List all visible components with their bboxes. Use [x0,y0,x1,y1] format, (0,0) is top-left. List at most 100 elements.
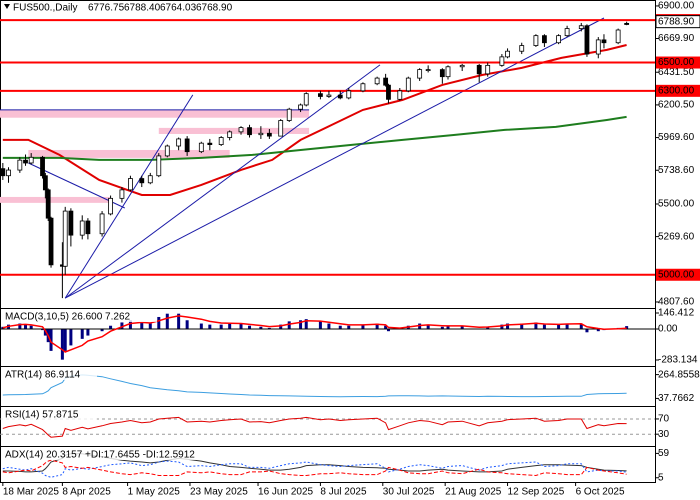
level-label: 6500.00 [658,57,695,68]
macd-bar [299,320,303,330]
macd-bar [327,323,331,330]
macd-bar [375,323,379,330]
panel-title-bg [1,408,97,420]
macd-bar [267,327,271,330]
indicator-line [2,460,627,478]
macd-bar [347,325,351,330]
y-tick-label: 0.00 [658,324,678,335]
candle-body [476,64,482,75]
macd-bar [460,325,464,330]
y-tick-label: -283.134 [658,355,698,366]
macd-bar [63,329,67,351]
candle-body [386,84,391,100]
macd-bar [199,323,203,330]
macd-bar [520,323,524,330]
zone [158,127,310,134]
x-tick-label: 30 Jul 2025 [383,487,435,498]
candle-body [499,56,505,66]
zone [0,109,310,118]
macd-bar [18,323,22,330]
macd-bar [440,326,444,330]
candle-body [147,175,153,184]
candle-body [176,138,182,147]
candle-body [505,50,510,58]
candle-body [584,25,590,55]
ohlc-label: 6764.03 [160,3,197,14]
candle-body [198,142,204,153]
ohlc-label: 6788.40 [124,3,161,14]
candle-body [360,83,366,92]
y-tick-label: 30 [658,429,670,440]
macd-bar [384,325,388,330]
macd-bar [500,324,504,330]
macd-bar [565,323,569,330]
macd-bar [148,323,152,330]
macd-bar [318,321,322,330]
candle-body [23,159,28,164]
y-tick-label: 59 [658,448,670,459]
macd-bar [446,325,450,330]
y-tick-label: 4807.60 [658,297,695,308]
macd-bar [86,329,90,336]
candle-body [326,94,332,97]
candle-body [42,175,48,191]
candle-body [164,145,170,157]
candle-body [79,220,85,236]
y-tick-label: 37.7662 [658,393,695,404]
zone [28,149,230,158]
candle-body [278,120,284,137]
indicator-line [2,459,627,477]
macd-bar [140,322,144,330]
macd-bar [109,325,113,330]
x-tick-label: 8 Jul 2025 [320,487,367,498]
macd-bar [625,326,629,330]
candle-body [445,66,451,78]
header-bg [1,1,231,14]
candle-body [0,168,6,177]
panel-title-bg [1,310,157,322]
candle-body [68,210,74,236]
moving-average [2,115,627,161]
macd-bar [239,323,243,330]
candle-body [40,156,45,177]
y-tick-label: 6431.50 [658,67,695,78]
macd-bar [228,323,232,330]
y-tick-label: 264.8558 [658,369,700,380]
candle-body [139,178,145,184]
y-tick-label: 6669.90 [658,33,695,44]
candle-body [346,90,352,99]
macd-bar [157,316,161,330]
macd-bar [120,322,124,330]
candle-body [485,64,491,75]
level-label: 6300.00 [658,85,695,96]
panel-title: RSI(14) 57.8715 [5,410,79,421]
candle-body [108,197,113,215]
macd-bar [279,324,283,330]
header-icon [4,4,10,9]
candle-body [374,77,380,85]
macd-bar [165,313,169,330]
candle-body [62,210,68,267]
macd-bar [177,313,181,330]
x-tick-label: 23 May 2025 [190,487,248,498]
y-tick-label: 5 [658,472,664,483]
candle-body [542,35,547,44]
candle-body [17,159,23,171]
indicator-line [2,416,627,438]
y-tick-label: 5969.60 [658,132,695,143]
x-tick-label: 18 Mar 2025 [3,487,60,498]
x-tick-label: 16 Jun 2025 [258,487,313,498]
level-label: 5000.00 [658,269,695,280]
candle-body [119,189,125,199]
candle-body [425,69,431,72]
candle-body [184,138,190,153]
x-tick-label: 21 Aug 2025 [445,487,502,498]
macd-bar [80,329,84,339]
macd-bar [49,329,53,351]
level-tag [656,84,700,97]
y-tick-label: 5269.60 [658,231,695,242]
panel-title: ADX(14) 20.3157 +DI:17.6455 -DI:12.5912 [5,450,195,461]
y-tick-label: 5738.60 [658,165,695,176]
candle-body [459,64,465,68]
